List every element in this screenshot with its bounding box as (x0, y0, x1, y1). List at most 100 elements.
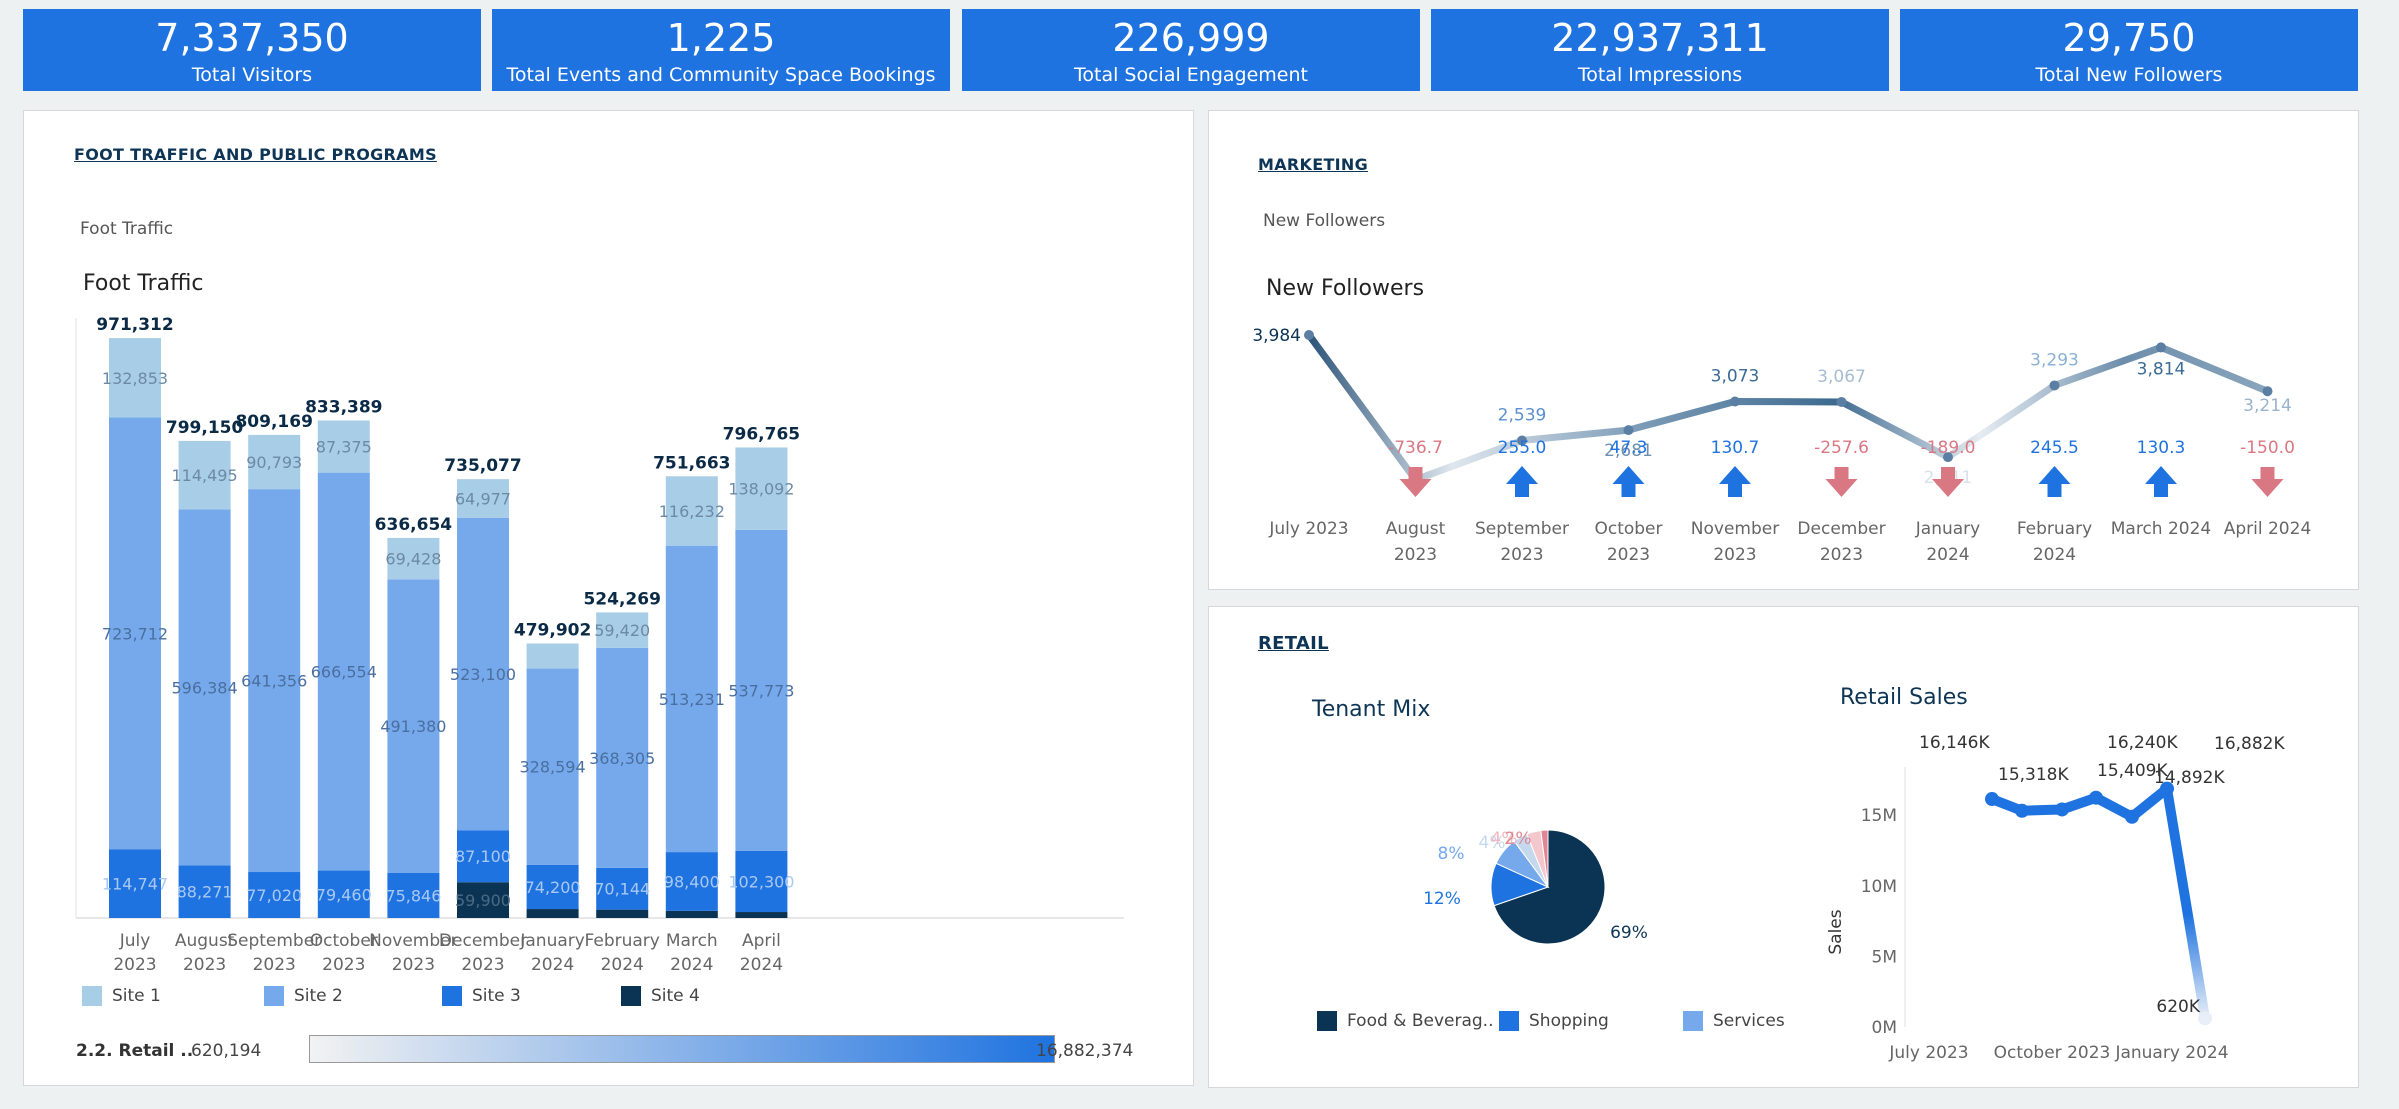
legend-label: Food & Beverag.. (1347, 1011, 1494, 1031)
bar-segment-label: 74,200 (525, 878, 581, 897)
legend-swatch (621, 986, 641, 1006)
followers-point (1623, 425, 1634, 436)
kpi-card-bookings: 1,225 Total Events and Community Space B… (492, 9, 950, 91)
pie-slice-label: 12% (1423, 889, 1461, 909)
bar-total-label: 524,269 (583, 589, 660, 609)
sales-value-label: 16,146K (1919, 733, 1990, 753)
bar-total-label: 833,389 (305, 397, 382, 417)
y-tick-label: 5M (1872, 947, 1897, 967)
pie-slice-label: 69% (1610, 923, 1648, 943)
kpi-card-impressions: 22,937,311 Total Impressions (1431, 9, 1889, 91)
legend-label: Site 4 (651, 986, 700, 1006)
section-title-retail[interactable]: RETAIL (1258, 633, 1329, 654)
foot-traffic-bar-chart[interactable]: 114,747 723,712 132,853 971,312 July 2023 88,2… (24, 111, 1193, 985)
legend-swatch (264, 986, 284, 1006)
legend-site-2[interactable]: Site 2 (264, 986, 343, 1006)
change-value-label: 47.3 (1610, 438, 1648, 458)
followers-value-label: 3,984 (1252, 326, 1301, 346)
new-followers-chart-title: New Followers (1266, 276, 1425, 301)
x-tick-label: July 2023 (1888, 1043, 1968, 1063)
bar-segment-label: 98,400 (664, 872, 720, 891)
bar-segment (387, 579, 440, 873)
new-followers-line-chart[interactable]: 3,984 July 2023 -736.7 August 2023 2,539 255.0… (1209, 111, 2358, 589)
bar-segment-label: 87,100 (455, 847, 511, 866)
x-tick-label: December (1797, 519, 1885, 539)
bar-total-label: 751,663 (653, 453, 730, 473)
legend-label: Shopping (1529, 1011, 1609, 1031)
bar-segment-label: 69,428 (385, 550, 441, 569)
x-tick-label: October (310, 931, 378, 951)
bar-segment-label: 116,232 (659, 502, 725, 521)
down-arrow-icon (2251, 467, 2284, 497)
bar-segment-label: 132,853 (102, 369, 168, 388)
legend-swatch (1683, 1011, 1703, 1031)
sales-value-label: 15,318K (1998, 765, 2069, 785)
x-tick-label: 2023 (392, 955, 435, 975)
gradient-legend-min: 620,194 (191, 1041, 262, 1061)
bar-segment (735, 529, 788, 851)
x-tick-label: July (119, 931, 151, 951)
bar-segment (596, 647, 649, 868)
gradient-legend-bar (309, 1035, 1055, 1063)
retail-sales-line-chart[interactable]: 0M 5M 10M 15M Sales 16,146K 15,318K 15,409K 16,2… (1769, 727, 2349, 1067)
bar-segment (457, 830, 509, 883)
section-title-foot-traffic[interactable]: FOOT TRAFFIC AND PUBLIC PROGRAMS (74, 145, 437, 164)
kpi-label: Total Events and Community Space Booking… (506, 64, 936, 86)
marketing-panel: MARKETING New Followers New Followers 3,… (1208, 110, 2359, 590)
legend-site-3[interactable]: Site 3 (442, 986, 521, 1006)
foot-traffic-subtitle: Foot Traffic (80, 219, 174, 239)
up-arrow-icon (1506, 466, 1538, 497)
bar-segment (109, 417, 161, 850)
change-value-label: 245.5 (2030, 438, 2079, 458)
bar-segment (526, 643, 579, 669)
bar-segment (109, 338, 161, 418)
x-tick-label: January (1915, 519, 1980, 539)
bar-segment (665, 545, 718, 853)
x-tick-label: 2024 (531, 955, 574, 975)
legend-services[interactable]: Services (1683, 1011, 1785, 1031)
bar-segment-label: 59,420 (594, 621, 650, 640)
x-tick-label: November (1691, 519, 1779, 539)
section-title-marketing[interactable]: MARKETING (1258, 155, 1369, 174)
change-value-label: -736.7 (1388, 438, 1443, 458)
legend-site-4[interactable]: Site 4 (621, 986, 700, 1006)
bar-segment-label: 537,773 (728, 681, 794, 700)
bar-segment (735, 447, 788, 530)
kpi-value: 22,937,311 (1551, 16, 1769, 60)
pie-slice (1540, 829, 1549, 888)
y-axis-title: Sales (1826, 909, 1846, 954)
y-tick-label: 10M (1861, 877, 1897, 897)
pie-slice (1493, 829, 1606, 945)
kpi-card-followers: 29,750 Total New Followers (1900, 9, 2358, 91)
sales-point (2055, 802, 2069, 817)
down-arrow-icon (1399, 467, 1432, 497)
sales-value-label: 16,882K (2214, 734, 2285, 754)
bar-total-label: 809,169 (235, 412, 312, 432)
followers-point (1943, 452, 1953, 463)
bar-segment-label: 102,300 (728, 872, 794, 891)
legend-shopping[interactable]: Shopping (1499, 1011, 1609, 1031)
sales-value-label: 16,240K (2107, 733, 2178, 753)
bar-segment (735, 850, 788, 913)
legend-site-1[interactable]: Site 1 (82, 986, 161, 1006)
x-tick-label: November (369, 931, 457, 951)
down-arrow-icon (1932, 467, 1964, 497)
followers-point (1517, 435, 1527, 446)
bar-segment (596, 612, 649, 648)
tenant-mix-pie-chart[interactable]: 69% 12% 8% 4%4%2% (1209, 717, 1709, 1017)
bar-segment-label: 70,144 (594, 880, 650, 899)
bar-segment-label: 87,375 (316, 438, 372, 457)
bar-segment (665, 476, 718, 546)
bar-segment (317, 870, 370, 918)
sales-point (1985, 792, 1999, 807)
x-tick-label: September (227, 931, 321, 951)
kpi-value: 1,225 (666, 16, 776, 60)
bar-segment (526, 864, 579, 910)
kpi-value: 226,999 (1112, 16, 1270, 60)
x-tick-label: April 2024 (2224, 519, 2312, 539)
x-tick-label: 2024 (1926, 545, 1969, 565)
legend-food-beverage[interactable]: Food & Beverag.. (1317, 1011, 1493, 1031)
foot-traffic-chart-title: Foot Traffic (83, 271, 204, 296)
x-tick-label: 2023 (253, 955, 296, 975)
bar-total-label: 479,902 (514, 621, 591, 641)
